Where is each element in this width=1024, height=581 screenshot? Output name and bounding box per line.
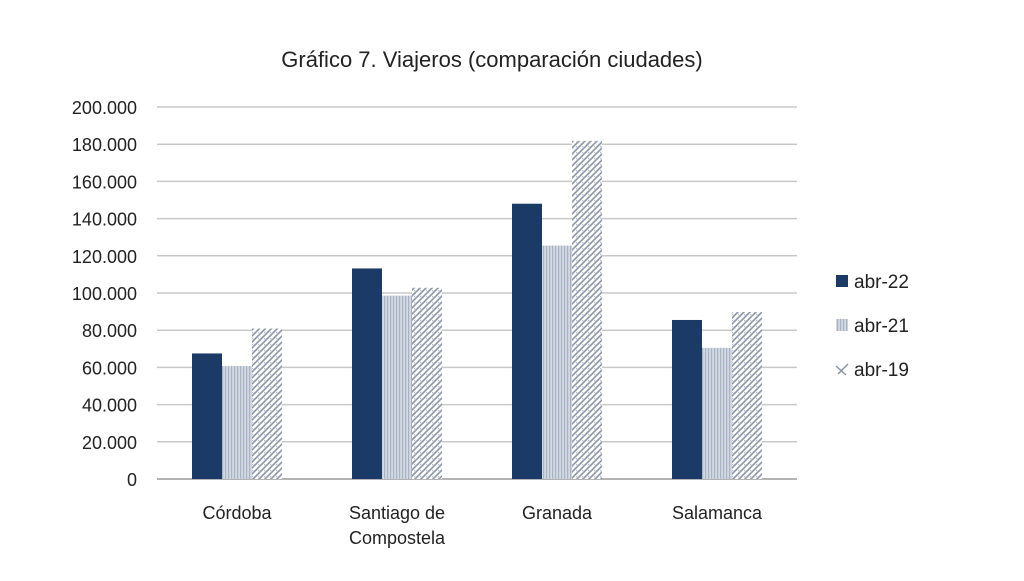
x-tick-label: Santiago de	[349, 503, 445, 523]
x-tick-label: Córdoba	[202, 503, 272, 523]
bar-abr-22	[512, 203, 542, 479]
bar-abr-21	[382, 295, 412, 479]
legend-swatch-abr-19	[835, 363, 849, 376]
x-tick-label: Salamanca	[672, 503, 763, 523]
y-tick-label: 200.000	[72, 98, 137, 118]
bar-abr-19	[252, 328, 282, 479]
y-tick-label: 100.000	[72, 284, 137, 304]
bar-abr-19	[732, 311, 762, 479]
x-tick-label: Compostela	[349, 528, 446, 548]
legend-label: abr-19	[854, 360, 909, 381]
y-tick-label: 80.000	[82, 321, 137, 341]
y-tick-label: 180.000	[72, 135, 137, 155]
bar-abr-22	[192, 353, 222, 479]
bar-abr-22	[352, 268, 382, 479]
y-tick-label: 120.000	[72, 247, 137, 267]
x-tick-label: Granada	[522, 503, 593, 523]
y-tick-label: 60.000	[82, 358, 137, 378]
legend-swatch-abr-21	[836, 319, 848, 331]
legend-label: abr-22	[854, 272, 909, 293]
bar-abr-19	[572, 140, 602, 480]
y-tick-label: 0	[127, 470, 137, 490]
bar-abr-21	[542, 245, 572, 479]
y-tick-label: 40.000	[82, 396, 137, 416]
y-tick-label: 20.000	[82, 433, 137, 453]
chart-title: Gráfico 7. Viajeros (comparación ciudade…	[281, 47, 702, 72]
y-tick-label: 160.000	[72, 172, 137, 192]
y-tick-label: 140.000	[72, 210, 137, 230]
bar-abr-19	[412, 287, 442, 479]
bar-abr-22	[672, 319, 702, 479]
bar-abr-21	[222, 366, 252, 479]
bar-abr-21	[702, 347, 732, 479]
legend-label: abr-21	[854, 316, 909, 337]
legend-swatch-abr-22	[836, 275, 848, 287]
